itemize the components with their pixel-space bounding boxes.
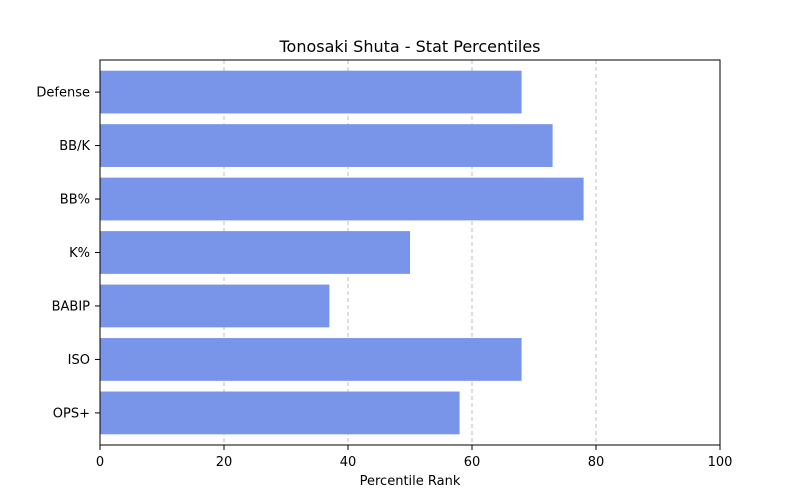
y-tick-label: BABIP: [52, 299, 91, 314]
bar-defense: [100, 70, 522, 114]
y-tick-label: ISO: [68, 353, 90, 368]
x-tick-label: 60: [464, 455, 481, 470]
y-tick-label: Defense: [36, 86, 90, 101]
bar-ops-: [100, 391, 460, 435]
bar-bb-k: [100, 124, 553, 167]
y-axis-ticks: Defense BB/K BB% K% BABIP ISO OPS+: [36, 86, 100, 421]
y-tick-label: BB%: [60, 193, 90, 208]
bars: [100, 70, 584, 435]
y-tick-label: BB/K: [59, 139, 90, 154]
x-tick-label: 100: [708, 455, 733, 470]
x-tick-label: 0: [96, 455, 104, 470]
x-tick-label: 40: [340, 455, 357, 470]
chart-title: Tonosaki Shuta - Stat Percentiles: [278, 37, 540, 56]
bar-iso: [100, 338, 522, 381]
bar-babip: [100, 284, 330, 328]
x-tick-label: 20: [216, 455, 233, 470]
x-tick-label: 80: [588, 455, 605, 470]
x-axis-label: Percentile Rank: [360, 474, 461, 489]
bar-k-: [100, 231, 410, 274]
bar-bb-: [100, 177, 584, 221]
y-tick-label: OPS+: [53, 406, 90, 421]
x-axis-ticks: 0 20 40 60 80 100: [96, 445, 733, 470]
y-tick-label: K%: [69, 246, 90, 261]
